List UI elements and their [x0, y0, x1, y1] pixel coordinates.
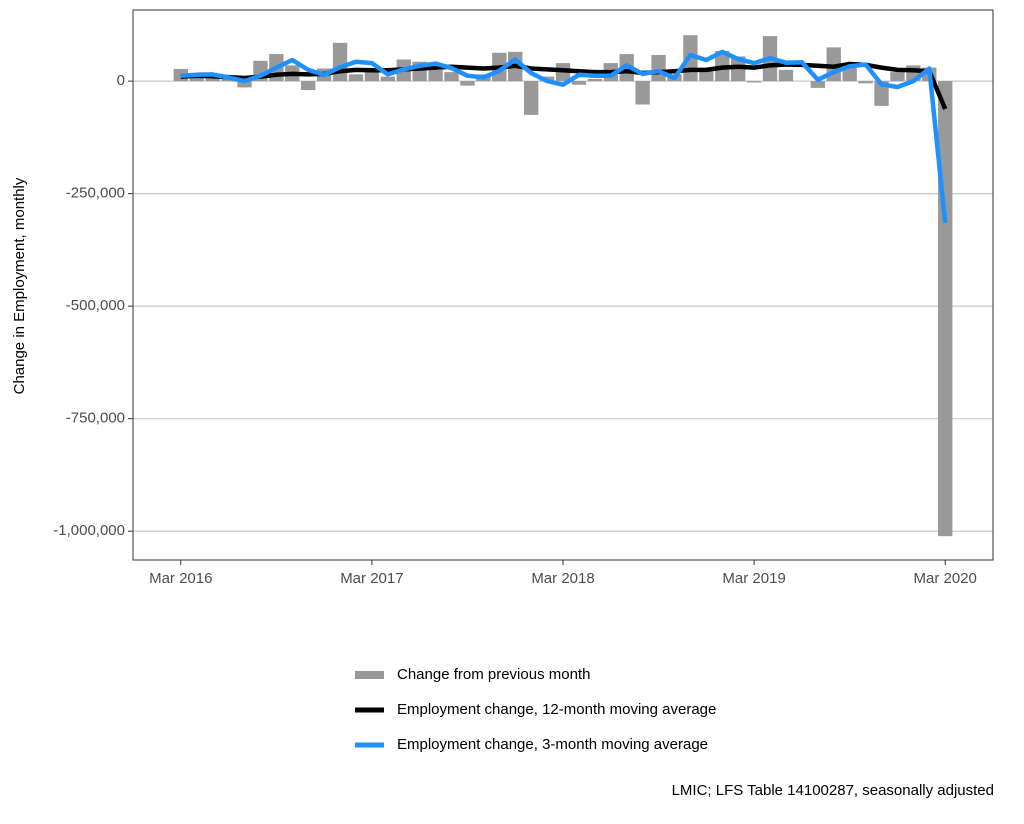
x-tick-label: Mar 2016	[149, 570, 212, 587]
legend-label: Change from previous month	[397, 666, 590, 683]
bar	[571, 81, 587, 85]
bar	[699, 69, 714, 82]
bar	[444, 72, 459, 82]
bar	[364, 72, 380, 82]
bar	[746, 81, 762, 83]
bar	[237, 81, 252, 88]
bar	[890, 72, 905, 82]
bar	[587, 78, 603, 82]
y-axis-label: Change in Employment, monthly	[11, 177, 28, 394]
bar	[205, 77, 220, 82]
bar	[778, 69, 794, 82]
bar	[810, 81, 825, 88]
bar	[523, 81, 539, 115]
bar	[301, 81, 316, 91]
bar	[635, 81, 650, 105]
bar	[332, 42, 348, 82]
x-tick-label: Mar 2019	[722, 570, 785, 587]
legend-label: Employment change, 12-month moving avera…	[397, 701, 716, 718]
y-tick-label: -1,000,000	[53, 522, 125, 539]
legend-label: Employment change, 3-month moving averag…	[397, 736, 708, 753]
plot-border	[132, 9, 994, 561]
bar	[460, 81, 475, 86]
x-tick-label: Mar 2018	[531, 570, 594, 587]
y-tick-label: 0	[117, 72, 125, 89]
caption: LMIC; LFS Table 14100287, seasonally adj…	[672, 782, 994, 799]
bar	[348, 74, 364, 82]
x-tick-label: Mar 2020	[914, 570, 977, 587]
y-tick-label: -250,000	[66, 185, 125, 202]
bar	[874, 81, 889, 106]
y-tick-label: -750,000	[66, 410, 125, 427]
bar	[380, 76, 395, 82]
bar	[938, 81, 953, 537]
bar	[651, 55, 666, 82]
y-tick-label: -500,000	[66, 297, 125, 314]
bar	[189, 76, 204, 82]
line	[180, 61, 948, 110]
bar	[428, 69, 443, 82]
bar	[221, 78, 236, 82]
bar	[858, 81, 873, 84]
x-tick-label: Mar 2017	[340, 570, 403, 587]
line	[180, 49, 948, 224]
